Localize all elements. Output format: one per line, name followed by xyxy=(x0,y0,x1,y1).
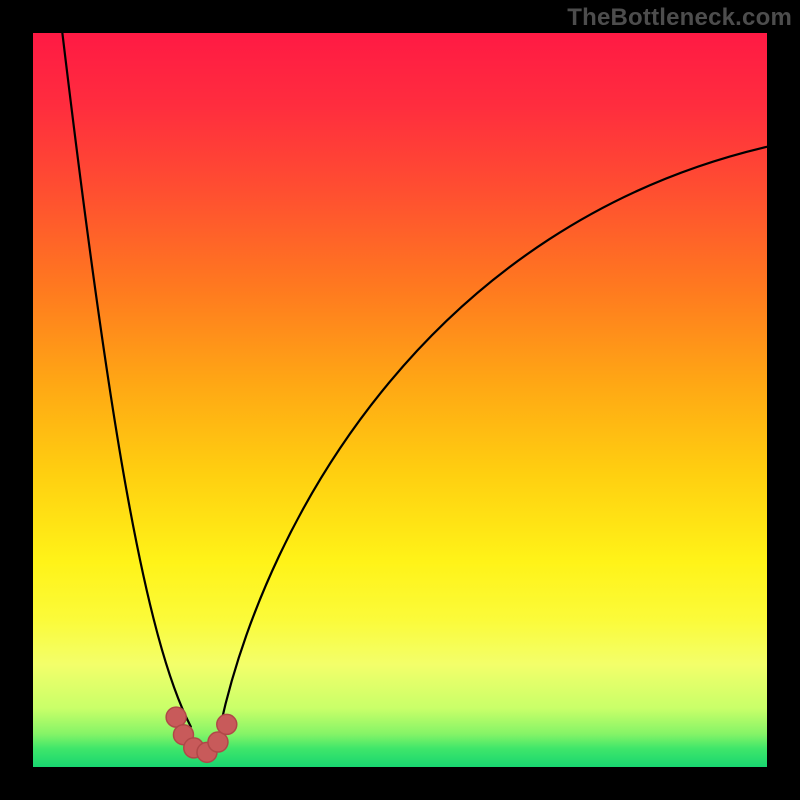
marker-point xyxy=(217,714,237,734)
plot-svg xyxy=(33,33,767,767)
marker-point xyxy=(208,732,228,752)
gradient-background xyxy=(33,33,767,767)
watermark-text: TheBottleneck.com xyxy=(567,4,792,32)
figure-root: TheBottleneck.com xyxy=(0,0,800,800)
